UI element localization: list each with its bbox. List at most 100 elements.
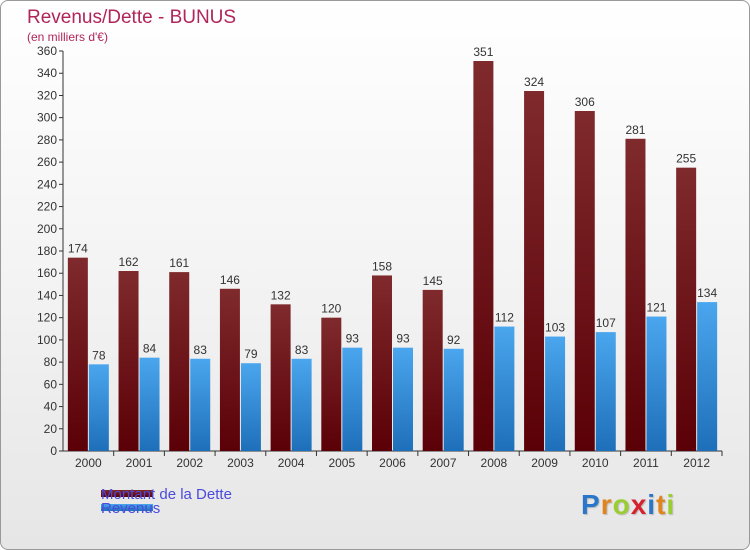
bar-debt-label: 146 bbox=[220, 273, 240, 287]
bar-debt-label: 351 bbox=[473, 45, 493, 59]
bar-revenue-label: 92 bbox=[447, 333, 461, 347]
bar-revenue bbox=[139, 357, 160, 451]
bar-debt bbox=[169, 272, 190, 451]
bar-debt-label: 306 bbox=[575, 95, 595, 109]
bar-debt bbox=[67, 257, 88, 451]
bar-debt-label: 162 bbox=[119, 255, 139, 269]
x-tick-label: 2004 bbox=[278, 456, 305, 470]
bar-revenue bbox=[443, 348, 464, 451]
bar-debt-label: 145 bbox=[423, 274, 443, 288]
bar-debt-label: 158 bbox=[372, 259, 392, 273]
logo-letter: i bbox=[666, 489, 676, 520]
y-tick-label: 240 bbox=[37, 177, 57, 191]
chart-title: Revenus/Dette - BUNUS bbox=[27, 7, 237, 28]
bar-debt bbox=[574, 111, 595, 451]
bar-debt bbox=[118, 271, 139, 451]
x-tick-label: 2001 bbox=[126, 456, 153, 470]
x-tick-label: 2005 bbox=[328, 456, 355, 470]
bar-revenue-label: 103 bbox=[545, 321, 565, 335]
bar-debt-label: 132 bbox=[271, 288, 291, 302]
bar-revenue bbox=[291, 358, 312, 451]
bar-revenue-label: 112 bbox=[495, 311, 514, 325]
y-tick-label: 340 bbox=[37, 66, 57, 80]
logo-letter: P bbox=[581, 489, 601, 520]
x-tick-label: 2006 bbox=[379, 456, 406, 470]
bar-revenue bbox=[697, 302, 718, 451]
bar-revenue-label: 93 bbox=[346, 332, 360, 346]
bar-debt-label: 161 bbox=[169, 256, 189, 270]
y-tick-label: 160 bbox=[37, 266, 57, 280]
bar-revenue bbox=[545, 336, 566, 451]
bar-revenue bbox=[646, 316, 667, 451]
bar-revenue bbox=[393, 347, 413, 451]
legend-revenue-swatch bbox=[101, 504, 153, 511]
bar-revenue-label: 107 bbox=[596, 316, 616, 330]
bar-debt-label: 324 bbox=[524, 75, 544, 89]
x-tick-label: 2002 bbox=[176, 456, 203, 470]
bar-debt-label: 281 bbox=[625, 123, 645, 137]
legend-revenue-label: Revenus bbox=[101, 500, 161, 517]
bar-revenue-label: 83 bbox=[194, 343, 208, 357]
legend-debt-label: Montant de la Dette bbox=[101, 486, 232, 503]
y-tick-label: 200 bbox=[37, 222, 57, 236]
bar-debt-label: 255 bbox=[676, 152, 696, 166]
bar-revenue-label: 134 bbox=[697, 286, 717, 300]
chart-subtitle: (en milliers d'€) bbox=[27, 30, 108, 44]
bar-revenue bbox=[190, 358, 211, 451]
y-tick-label: 320 bbox=[37, 88, 57, 102]
legend-debt-swatch bbox=[101, 490, 153, 497]
bar-revenue-label: 79 bbox=[244, 347, 258, 361]
x-tick-label: 2003 bbox=[227, 456, 254, 470]
bar-debt-label: 174 bbox=[68, 242, 88, 256]
y-tick-label: 80 bbox=[44, 355, 58, 369]
x-tick-label: 2007 bbox=[430, 456, 457, 470]
y-tick-label: 0 bbox=[50, 444, 57, 458]
bar-revenue-label: 93 bbox=[396, 332, 410, 346]
proxiti-logo: Proxiti bbox=[581, 489, 675, 521]
bar-revenue bbox=[595, 332, 616, 451]
x-tick-label: 2011 bbox=[633, 456, 659, 470]
y-tick-label: 280 bbox=[37, 133, 57, 147]
x-tick-label: 2009 bbox=[531, 456, 558, 470]
bar-revenue bbox=[88, 364, 109, 451]
bar-revenue-label: 121 bbox=[646, 301, 666, 315]
bar-debt bbox=[372, 275, 392, 451]
y-tick-label: 40 bbox=[44, 400, 58, 414]
bar-revenue bbox=[240, 363, 261, 451]
bar-revenue-label: 84 bbox=[143, 342, 157, 356]
y-tick-label: 120 bbox=[37, 311, 57, 325]
y-tick-label: 260 bbox=[37, 155, 57, 169]
bar-debt bbox=[625, 138, 646, 451]
logo-letter: x bbox=[630, 489, 648, 520]
bar-debt bbox=[321, 317, 342, 451]
y-tick-label: 180 bbox=[37, 244, 57, 258]
y-tick-label: 20 bbox=[44, 422, 58, 436]
bar-debt bbox=[524, 91, 545, 451]
x-tick-label: 2008 bbox=[481, 456, 508, 470]
logo-letter: r bbox=[600, 489, 613, 520]
y-tick-label: 60 bbox=[44, 377, 58, 391]
bar-debt bbox=[473, 61, 494, 451]
y-tick-label: 220 bbox=[37, 200, 57, 214]
bar-debt bbox=[219, 288, 240, 451]
bar-revenue bbox=[342, 347, 363, 451]
bar-debt bbox=[676, 167, 697, 451]
y-tick-label: 300 bbox=[37, 111, 57, 125]
x-tick-label: 2012 bbox=[683, 456, 710, 470]
y-tick-label: 360 bbox=[37, 44, 57, 58]
bar-debt-label: 120 bbox=[321, 302, 341, 316]
logo-letter: o bbox=[612, 489, 631, 520]
y-tick-label: 100 bbox=[37, 333, 57, 347]
bar-debt bbox=[422, 289, 443, 451]
bar-debt bbox=[270, 304, 291, 451]
bar-revenue-label: 78 bbox=[92, 348, 106, 362]
x-tick-label: 2000 bbox=[75, 456, 102, 470]
logo-letter: t bbox=[656, 489, 667, 520]
y-tick-label: 140 bbox=[37, 288, 57, 302]
x-tick-label: 2010 bbox=[582, 456, 609, 470]
bar-revenue-label: 83 bbox=[295, 343, 309, 357]
bar-revenue bbox=[494, 326, 515, 451]
logo-letter: i bbox=[647, 489, 657, 520]
